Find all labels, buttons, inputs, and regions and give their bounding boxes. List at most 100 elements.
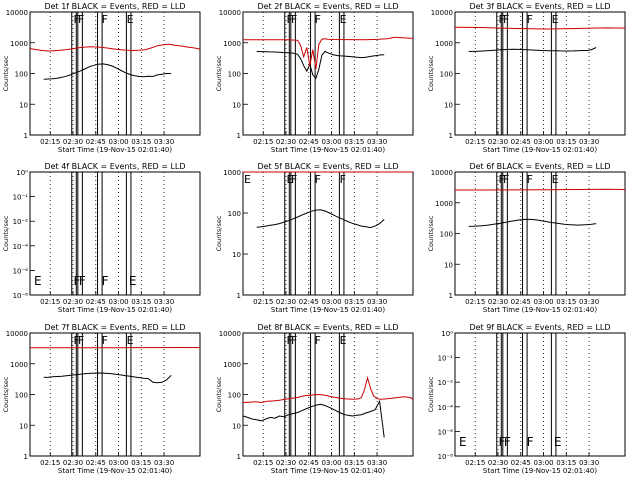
y-tick-label: 10⁰ bbox=[16, 169, 28, 177]
lld-rate-line bbox=[454, 26, 626, 30]
x-axis-label: Start Time (19-Nov-15 02:01:40) bbox=[483, 306, 597, 314]
x-tick-label: 03:30 bbox=[579, 298, 599, 306]
y-tick-label: 10000 bbox=[6, 9, 28, 17]
y-tick-label: 10⁻⁸ bbox=[13, 292, 29, 300]
event-rate-line bbox=[256, 50, 385, 80]
x-tick-label: 02:45 bbox=[86, 298, 106, 306]
x-axis-label: Start Time (19-Nov-15 02:01:40) bbox=[58, 146, 172, 154]
state-marker: F bbox=[315, 13, 321, 26]
x-tick-label: 03:30 bbox=[154, 138, 174, 146]
y-axis-label: Counts/sec bbox=[427, 55, 435, 91]
panel-title: Det 4f BLACK = Events, RED = LLD bbox=[44, 162, 185, 171]
x-axis-label: Start Time (19-Nov-15 02:01:40) bbox=[483, 467, 597, 475]
state-marker: F bbox=[340, 173, 346, 186]
state-marker: E bbox=[340, 13, 347, 26]
panel-det-6: Det 6f BLACK = Events, RED = LLD 02:15 02:… bbox=[427, 162, 626, 314]
state-marker: F bbox=[315, 173, 321, 186]
x-tick-label: 02:30 bbox=[488, 459, 508, 467]
y-tick-label: 10⁻⁶ bbox=[13, 267, 29, 275]
x-tick-label: 03:00 bbox=[321, 298, 341, 306]
y-tick-label: 10 bbox=[19, 101, 28, 109]
x-tick-label: 03:15 bbox=[131, 298, 151, 306]
y-tick-label: 1 bbox=[237, 132, 241, 140]
plot-frame bbox=[454, 11, 626, 136]
state-marker: F bbox=[499, 435, 506, 449]
y-tick-label: 10⁻² bbox=[13, 218, 29, 226]
y-tick-label: 1000 bbox=[435, 200, 453, 208]
y-tick-label: 10⁻² bbox=[438, 379, 454, 387]
y-tick-label: 100 bbox=[228, 392, 241, 400]
state-marker: E bbox=[34, 274, 42, 288]
event-rate-line bbox=[43, 63, 172, 80]
x-tick-label: 03:15 bbox=[344, 298, 364, 306]
x-tick-label: 02:30 bbox=[488, 298, 508, 306]
x-tick-label: 03:30 bbox=[367, 138, 387, 146]
y-tick-label: 1000 bbox=[223, 361, 241, 369]
panel-title: Det 8f BLACK = Events, RED = LLD bbox=[257, 323, 398, 332]
y-axis-label: Counts/sec bbox=[215, 376, 223, 412]
lld-rate-line bbox=[243, 36, 414, 70]
panel-title: Det 6f BLACK = Events, RED = LLD bbox=[469, 162, 610, 171]
panel-title: Det 2f BLACK = Events, RED = LLD bbox=[257, 2, 398, 11]
state-marker: F bbox=[504, 435, 511, 449]
x-tick-label: 02:30 bbox=[63, 138, 83, 146]
x-tick-label: 03:15 bbox=[344, 459, 364, 467]
x-tick-label: 03:00 bbox=[321, 459, 341, 467]
x-tick-label: 03:30 bbox=[367, 459, 387, 467]
x-tick-label: 02:15 bbox=[40, 138, 60, 146]
x-tick-label: 02:15 bbox=[465, 298, 485, 306]
x-axis-label: Start Time (19-Nov-15 02:01:40) bbox=[58, 467, 172, 475]
y-axis-label: Counts/sec bbox=[215, 55, 223, 91]
y-tick-label: 1000 bbox=[223, 169, 241, 177]
y-tick-label: 10 bbox=[444, 261, 453, 269]
event-rate-line bbox=[43, 372, 172, 384]
x-tick-label: 02:45 bbox=[299, 138, 319, 146]
y-tick-label: 10⁻⁴ bbox=[13, 243, 29, 251]
y-tick-label: 100 bbox=[440, 71, 453, 79]
x-tick-label: 03:30 bbox=[367, 298, 387, 306]
x-tick-label: 03:30 bbox=[579, 138, 599, 146]
y-tick-label: 10⁻⁶ bbox=[438, 428, 454, 436]
x-axis-label: Start Time (19-Nov-15 02:01:40) bbox=[58, 306, 172, 314]
state-marker: F bbox=[315, 334, 321, 347]
y-tick-label: 10⁻⁸ bbox=[438, 453, 454, 461]
y-tick-label: 1000 bbox=[435, 40, 453, 48]
state-marker: F bbox=[503, 13, 509, 26]
x-tick-label: 03:30 bbox=[579, 459, 599, 467]
state-marker: F bbox=[291, 13, 297, 26]
state-marker: F bbox=[78, 334, 84, 347]
x-tick-label: 02:30 bbox=[276, 298, 296, 306]
x-tick-label: 02:45 bbox=[86, 138, 106, 146]
y-tick-label: 10000 bbox=[6, 330, 28, 338]
x-tick-label: 03:30 bbox=[154, 459, 174, 467]
x-tick-label: 02:15 bbox=[253, 459, 273, 467]
y-tick-label: 1 bbox=[24, 453, 28, 461]
x-tick-label: 02:15 bbox=[40, 298, 60, 306]
state-marker: E bbox=[459, 435, 467, 449]
y-axis-label: Counts/sec bbox=[427, 376, 435, 412]
plot-frame bbox=[29, 11, 201, 136]
x-tick-label: 02:45 bbox=[299, 298, 319, 306]
x-tick-label: 03:15 bbox=[131, 138, 151, 146]
x-tick-label: 02:30 bbox=[488, 138, 508, 146]
y-tick-label: 10⁻¹ bbox=[438, 355, 454, 363]
state-marker: F bbox=[291, 173, 297, 186]
y-tick-label: 1000 bbox=[10, 361, 28, 369]
x-tick-label: 02:15 bbox=[40, 459, 60, 467]
x-tick-label: 02:45 bbox=[86, 459, 106, 467]
state-marker: F bbox=[503, 173, 509, 186]
state-marker: F bbox=[287, 13, 293, 26]
state-marker: E bbox=[129, 274, 137, 288]
y-tick-label: 100 bbox=[440, 231, 453, 239]
y-tick-label: 100 bbox=[15, 71, 28, 79]
x-tick-label: 02:15 bbox=[465, 459, 485, 467]
panel-title: Det 9f BLACK = Events, RED = LLD bbox=[469, 323, 610, 332]
event-rate-line bbox=[242, 399, 385, 438]
panel-title: Det 1f BLACK = Events, RED = LLD bbox=[44, 2, 185, 11]
panel-title: Det 3f BLACK = Events, RED = LLD bbox=[469, 2, 610, 11]
state-marker: F bbox=[102, 334, 108, 347]
x-tick-label: 02:30 bbox=[63, 459, 83, 467]
lld-rate-line bbox=[242, 375, 414, 404]
